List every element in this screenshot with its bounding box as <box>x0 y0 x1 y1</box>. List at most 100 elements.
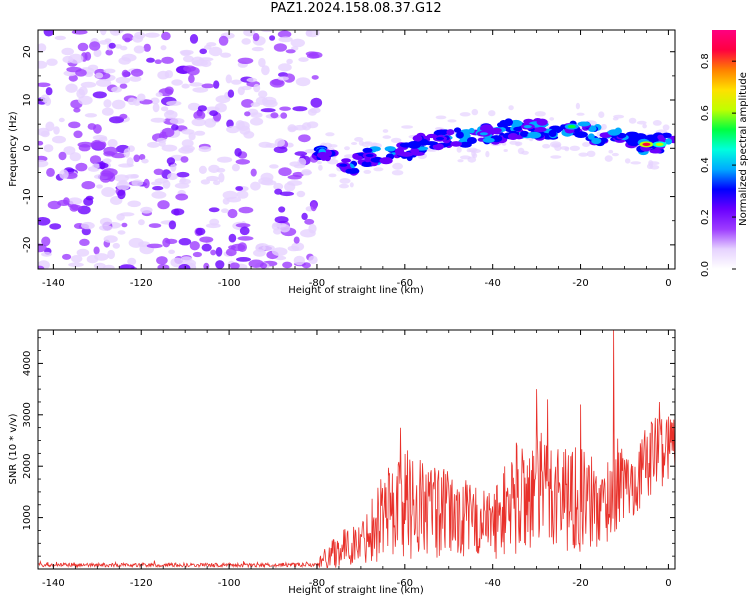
noise-patch <box>279 224 291 233</box>
signal-halo <box>361 141 371 148</box>
noise-patch <box>215 260 225 269</box>
signal-halo <box>569 145 580 151</box>
noise-patch <box>213 80 220 89</box>
signal-band <box>591 137 602 145</box>
noise-patch <box>215 247 223 257</box>
noise-patch <box>293 255 305 266</box>
noise-patch <box>213 180 221 186</box>
noise-patch <box>278 36 293 43</box>
noise-patch <box>95 79 112 87</box>
noise-patch <box>205 223 221 229</box>
signal-band <box>577 121 591 127</box>
noise-patch <box>117 230 126 235</box>
noise-patch <box>170 162 177 172</box>
noise-patch <box>238 206 254 214</box>
noise-patch <box>96 184 103 189</box>
colorbar: 0.0 0.2 0.4 0.6 0.8 Normalized spectral ampl… <box>700 30 749 277</box>
noise-patch <box>46 58 58 66</box>
signal-halo <box>636 120 647 125</box>
noise-patch <box>222 197 230 205</box>
snr-x-ticks: -140 -120 -100 -80 -60 -40 -20 0 <box>42 330 672 589</box>
signal-halo <box>646 163 654 170</box>
noise-patch <box>119 264 135 269</box>
noise-patch <box>198 57 214 62</box>
signal-halo <box>370 142 378 147</box>
signal-halo <box>485 150 490 158</box>
noise-patch <box>301 169 312 176</box>
signal-halo <box>586 150 596 157</box>
noise-patch <box>278 63 292 72</box>
noise-patch <box>167 172 178 181</box>
signal-band <box>665 138 673 145</box>
signal-halo <box>549 117 555 121</box>
peak-patch <box>655 142 664 146</box>
noise-patch <box>111 99 126 110</box>
signal-halo <box>628 117 637 124</box>
noise-patch <box>61 47 74 56</box>
colorbar-label: Normalized spectral amplitude <box>738 72 749 226</box>
noise-patch <box>310 97 323 108</box>
peak-patch <box>642 142 651 146</box>
signal-halo <box>521 150 529 155</box>
signal-halo <box>390 137 402 143</box>
noise-patch <box>269 79 285 88</box>
signal-halo <box>471 150 476 158</box>
noise-patch <box>65 83 78 93</box>
noise-patch <box>236 190 249 199</box>
spectrogram-y-axis-label: Frequency (Hz) <box>8 111 19 187</box>
noise-patch <box>73 107 81 113</box>
noise-patch <box>241 38 251 45</box>
noise-patch <box>258 57 266 68</box>
noise-patch <box>294 151 308 156</box>
noise-patch <box>73 130 83 139</box>
peak-patch <box>523 125 532 129</box>
y-tick-label: 20 <box>22 45 33 58</box>
colorbar-ticks: 0.0 0.2 0.4 0.6 0.8 <box>700 53 736 277</box>
signal-halo <box>349 182 354 188</box>
noise-patch <box>235 159 250 165</box>
noise-patch <box>59 169 69 180</box>
noise-patch <box>41 236 51 247</box>
signal-band <box>341 158 352 163</box>
x-tick-label: -20 <box>572 578 588 589</box>
noise-patch <box>217 156 233 163</box>
noise-patch <box>216 167 226 173</box>
noise-patch <box>310 201 317 212</box>
y-tick-label: 1000 <box>22 505 33 530</box>
noise-patch <box>194 130 206 136</box>
noise-patch <box>287 180 303 186</box>
noise-patch <box>152 186 164 191</box>
noise-patch <box>237 86 245 96</box>
x-tick-label: -80 <box>309 578 325 589</box>
signal-band <box>450 141 463 147</box>
noise-patch <box>236 257 251 262</box>
noise-patch <box>197 105 207 112</box>
x-tick-label: -100 <box>218 278 241 289</box>
noise-patch <box>68 121 81 129</box>
noise-patch <box>248 259 264 268</box>
noise-patch <box>38 43 47 53</box>
noise-patch <box>234 148 242 157</box>
signal-halo <box>608 149 614 154</box>
signal-halo <box>382 129 389 133</box>
noise-patch <box>113 30 124 34</box>
noise-patch <box>101 187 116 197</box>
noise-patch <box>168 220 177 230</box>
noise-patch <box>133 154 140 163</box>
signal-band <box>384 146 396 152</box>
x-tick-label: -120 <box>130 278 153 289</box>
noise-patch <box>71 30 88 35</box>
noise-patch <box>115 76 131 84</box>
peak-patch <box>436 137 444 141</box>
noise-patch <box>95 72 104 79</box>
colorbar-tick-label: 0.4 <box>700 157 711 173</box>
signal-halo <box>339 178 351 184</box>
noise-patch <box>226 119 234 128</box>
noise-patch <box>78 144 91 152</box>
signal-halo <box>325 132 335 137</box>
signal-band <box>362 147 373 153</box>
signal-halo <box>554 144 562 151</box>
noise-patch <box>103 151 116 157</box>
signal-halo <box>578 152 589 157</box>
signal-band <box>354 155 363 160</box>
